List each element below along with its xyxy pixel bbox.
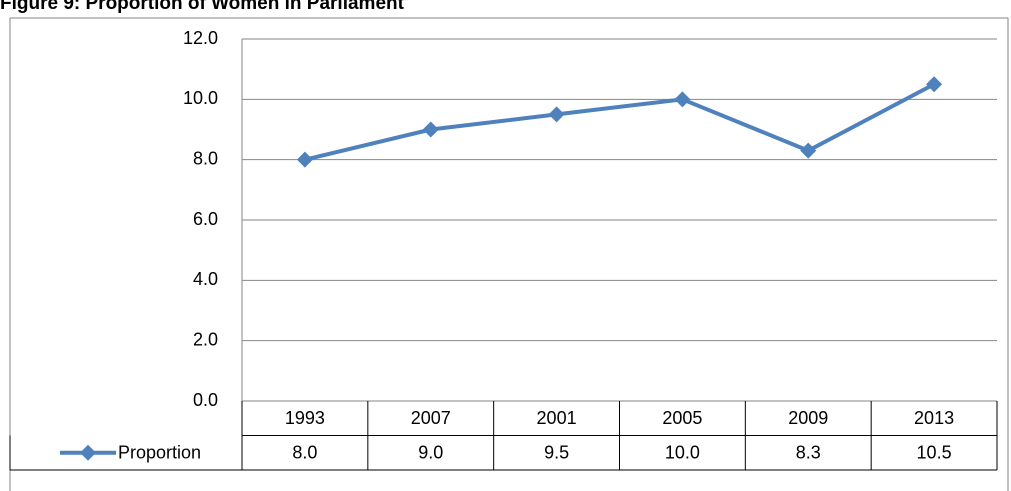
x-tick-label: 2007: [411, 408, 451, 428]
y-tick-label: 6.0: [193, 209, 218, 229]
data-table-value: 9.5: [544, 443, 569, 463]
y-tick-label: 2.0: [193, 329, 218, 349]
data-table-value: 10.0: [665, 443, 700, 463]
data-table-value: 9.0: [418, 443, 443, 463]
y-tick-label: 0.0: [193, 390, 218, 410]
point-marker: [296, 151, 313, 168]
data-table-value: 10.5: [917, 443, 952, 463]
point-marker: [548, 106, 565, 123]
x-tick-label: 2009: [788, 408, 828, 428]
series-line: [304, 82, 936, 162]
x-tick-label: 2005: [662, 408, 702, 428]
legend-marker: [80, 444, 96, 461]
point-marker: [422, 121, 439, 138]
x-tick-label: 1993: [285, 408, 325, 428]
y-tick-label: 4.0: [193, 269, 218, 289]
chart-frame: [9, 17, 1009, 491]
data-table-value: 8.3: [796, 443, 821, 463]
y-tick-label: 10.0: [183, 88, 218, 108]
point-marker: [926, 76, 943, 93]
data-table-value: 8.0: [292, 443, 317, 463]
chart-title: Figure 9: Proportion of Women in Parliam…: [0, 0, 405, 14]
point-marker: [800, 142, 817, 159]
x-tick-label: 2001: [537, 408, 577, 428]
x-tick-label: 2013: [914, 408, 954, 428]
y-tick-label: 12.0: [183, 28, 218, 48]
legend-label: Proportion: [118, 443, 201, 463]
y-tick-label: 8.0: [193, 148, 218, 168]
point-marker: [674, 91, 691, 108]
